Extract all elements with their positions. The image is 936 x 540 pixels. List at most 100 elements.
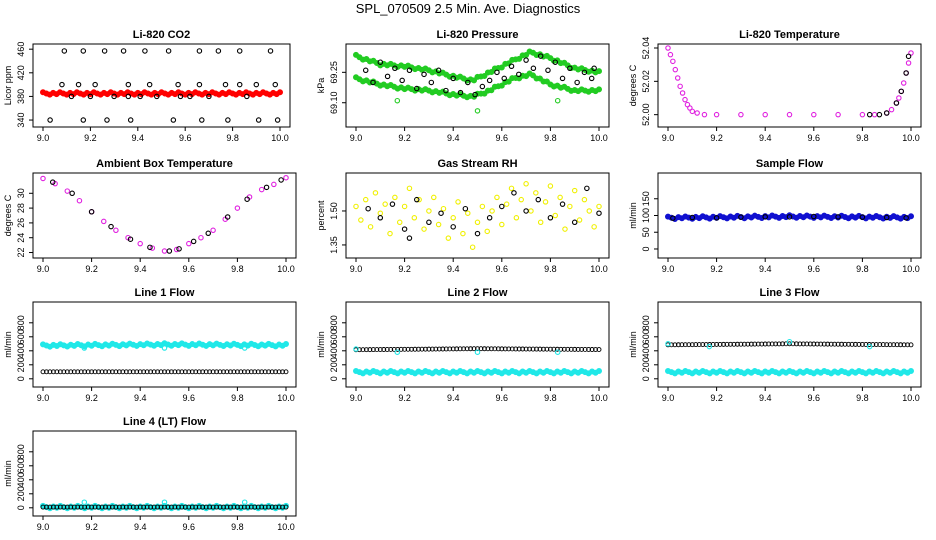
data-point (99, 369, 105, 375)
x-tick-label: 9.8 (544, 393, 557, 403)
data-point (755, 341, 761, 347)
series-outliers (81, 499, 248, 505)
data-point (50, 369, 56, 375)
data-point (176, 246, 182, 252)
data-point (165, 504, 171, 510)
data-point (544, 346, 550, 352)
data-point (591, 224, 597, 230)
x-tick-label: 9.6 (179, 133, 192, 143)
data-point (165, 369, 171, 375)
data-point (395, 346, 401, 352)
y-tick-label: 600 (641, 329, 651, 344)
data-point (876, 111, 883, 118)
series-samples (670, 213, 909, 221)
data-point (575, 346, 581, 352)
data-point (710, 342, 716, 347)
data-point (199, 117, 205, 123)
data-point (258, 186, 265, 193)
data-point (203, 504, 209, 510)
data-point (530, 65, 537, 72)
x-tick-label: 9.0 (37, 264, 50, 274)
data-point (478, 346, 484, 352)
data-point (106, 504, 112, 510)
data-point (283, 174, 289, 181)
series-outliers (353, 346, 561, 355)
data-point (78, 504, 84, 510)
data-point (92, 369, 98, 375)
data-point (272, 81, 279, 88)
data-point (582, 346, 588, 352)
data-point (276, 369, 282, 375)
y-tick-label: 69.25 (329, 61, 339, 84)
data-point (196, 81, 203, 88)
y-axis-label: kPa (316, 78, 326, 94)
data-point (236, 48, 243, 54)
data-point (416, 346, 421, 352)
data-point (148, 504, 154, 510)
data-point (225, 117, 231, 123)
data-point (134, 504, 140, 510)
data-point (370, 79, 376, 86)
chart-title: Li-820 Temperature (739, 29, 840, 41)
data-point (411, 215, 418, 221)
data-point (413, 196, 420, 203)
data-point (406, 67, 413, 74)
data-point (409, 346, 414, 352)
data-point (508, 63, 515, 69)
data-point (488, 346, 494, 352)
data-point (238, 504, 244, 510)
data-point (479, 203, 486, 210)
data-point (701, 111, 708, 118)
data-point (405, 346, 411, 352)
data-point (360, 347, 366, 353)
data-point (78, 369, 84, 375)
data-point (535, 196, 541, 203)
data-point (241, 504, 247, 510)
data-point (562, 226, 568, 232)
data-point (234, 504, 240, 510)
data-point (506, 346, 512, 352)
data-point (898, 88, 905, 95)
data-point (871, 111, 878, 118)
data-point (92, 81, 98, 88)
x-tick-label: 9.8 (231, 522, 244, 532)
x-tick-label: 9.0 (662, 393, 675, 403)
data-point (440, 346, 446, 352)
data-point (811, 213, 817, 220)
data-point (503, 201, 510, 207)
data-point (888, 106, 895, 113)
data-point (113, 227, 119, 234)
series-band (40, 89, 283, 98)
data-point (412, 346, 418, 352)
y-tick-label: 600 (329, 329, 339, 344)
data-point (567, 203, 573, 210)
data-point (377, 59, 384, 65)
data-point (116, 504, 122, 510)
data-point (259, 369, 265, 375)
data-point (413, 85, 420, 92)
data-point (474, 108, 481, 114)
data-point (273, 504, 279, 510)
data-point (80, 117, 87, 123)
data-point (447, 346, 453, 352)
data-point (728, 341, 733, 347)
data-point (450, 224, 456, 230)
data-point (96, 369, 101, 375)
data-point (365, 205, 371, 212)
data-point (665, 341, 671, 347)
data-point (147, 244, 153, 251)
data-point (113, 504, 119, 510)
data-point (429, 346, 435, 352)
data-point (137, 504, 143, 510)
data-point (200, 504, 206, 510)
y-tick-label: 400 (16, 472, 26, 487)
data-point (883, 214, 890, 221)
data-point (866, 343, 873, 350)
series-samples (362, 53, 597, 98)
data-point (494, 69, 500, 76)
data-point (75, 81, 82, 88)
y-tick-label: 420 (16, 65, 26, 80)
data-point (579, 346, 585, 352)
data-point (738, 214, 744, 220)
data-point (57, 504, 63, 510)
